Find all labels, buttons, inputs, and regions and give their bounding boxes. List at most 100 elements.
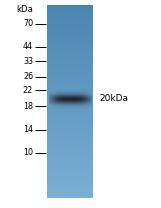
Bar <box>47 72 93 73</box>
Bar <box>47 125 93 126</box>
Bar <box>47 93 93 94</box>
Bar <box>47 13 93 14</box>
Bar <box>47 168 93 169</box>
Bar <box>47 189 93 190</box>
Bar <box>47 44 93 45</box>
Bar <box>47 48 93 49</box>
Bar <box>47 11 93 12</box>
Bar <box>47 169 93 170</box>
Bar <box>47 6 93 7</box>
Bar <box>47 25 93 26</box>
Bar <box>47 196 93 197</box>
Bar <box>47 176 93 177</box>
Bar <box>47 40 93 41</box>
Bar <box>47 75 93 76</box>
Bar <box>47 141 93 142</box>
Bar <box>47 66 93 67</box>
Bar <box>47 170 93 171</box>
Bar <box>47 29 93 30</box>
Bar <box>47 121 93 122</box>
Bar <box>47 151 93 152</box>
Bar <box>47 78 93 79</box>
Bar <box>47 39 93 40</box>
Bar <box>47 51 93 52</box>
Bar <box>47 90 93 91</box>
Bar <box>47 182 93 183</box>
Bar <box>47 49 93 50</box>
Bar <box>47 41 93 42</box>
Bar <box>47 47 93 48</box>
Bar <box>47 117 93 118</box>
Bar <box>47 58 93 59</box>
Bar <box>47 146 93 147</box>
Bar <box>47 20 93 21</box>
Bar <box>47 157 93 158</box>
Bar <box>47 142 93 143</box>
Bar <box>47 165 93 166</box>
Bar <box>47 32 93 33</box>
Bar <box>47 89 93 90</box>
Bar <box>47 185 93 186</box>
Bar <box>47 102 93 103</box>
Bar <box>47 37 93 38</box>
Bar <box>47 65 93 66</box>
Bar <box>47 92 93 93</box>
Text: 10: 10 <box>23 148 33 157</box>
Bar <box>47 22 93 23</box>
Bar <box>47 135 93 136</box>
Bar <box>47 101 93 102</box>
Bar <box>47 69 93 70</box>
Bar <box>47 95 93 96</box>
Bar <box>47 137 93 138</box>
Bar <box>47 96 93 97</box>
Bar <box>47 76 93 77</box>
Bar <box>47 5 93 6</box>
Bar <box>47 19 93 20</box>
Bar <box>47 160 93 161</box>
Bar <box>47 100 93 101</box>
Bar <box>47 103 93 104</box>
Bar <box>47 34 93 35</box>
Bar <box>47 118 93 119</box>
Bar <box>47 59 93 60</box>
Bar <box>47 173 93 174</box>
Bar <box>47 50 93 51</box>
Bar <box>47 74 93 75</box>
Bar <box>47 181 93 182</box>
Text: 33: 33 <box>23 57 33 66</box>
Bar <box>47 192 93 193</box>
Bar <box>47 8 93 9</box>
Bar <box>47 183 93 184</box>
Bar <box>47 195 93 196</box>
Bar <box>47 128 93 129</box>
Bar <box>47 15 93 16</box>
Bar <box>47 18 93 19</box>
Bar <box>47 86 93 87</box>
Text: 22: 22 <box>23 86 33 95</box>
Bar <box>47 110 93 111</box>
Bar <box>47 12 93 13</box>
Bar <box>47 16 93 17</box>
Bar <box>47 107 93 108</box>
Bar <box>47 133 93 134</box>
Bar <box>47 14 93 15</box>
Bar <box>47 158 93 159</box>
Bar <box>47 139 93 140</box>
Bar <box>47 177 93 178</box>
Bar <box>47 80 93 81</box>
Bar <box>47 87 93 88</box>
Bar <box>47 119 93 120</box>
Bar <box>47 180 93 181</box>
Bar <box>47 68 93 69</box>
Bar <box>47 153 93 154</box>
Bar <box>47 144 93 145</box>
Bar <box>47 26 93 27</box>
Bar <box>47 156 93 157</box>
Bar <box>47 71 93 72</box>
Bar <box>47 154 93 155</box>
Bar <box>47 179 93 180</box>
Text: kDa: kDa <box>16 5 33 14</box>
Bar <box>47 175 93 176</box>
Bar <box>47 155 93 156</box>
Bar <box>47 73 93 74</box>
